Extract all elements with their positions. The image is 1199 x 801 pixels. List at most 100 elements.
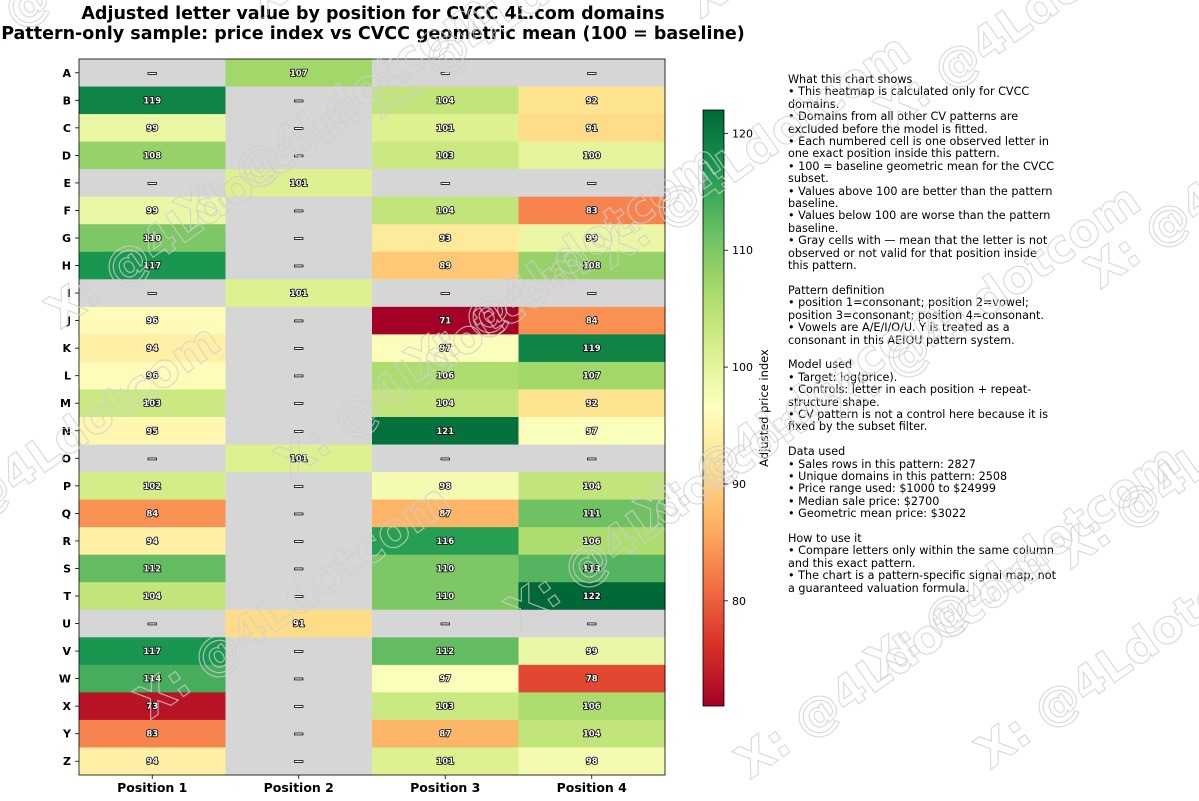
colorbar-tick-label: 100 [732, 361, 753, 374]
column-label: Position 1 [117, 780, 187, 795]
notes-bullet: • Domains from all other CV patterns are… [788, 110, 1019, 136]
missing-value-label: — [295, 482, 304, 492]
cell-value-label: 99 [586, 234, 598, 244]
missing-value-label: — [148, 179, 157, 189]
heatmap-cell [518, 417, 666, 446]
heatmap-axis-labels: A B C D E F G H I J K L M N O P Q R S T U V W X Y Z Position 1 Posi… [59, 67, 627, 795]
missing-value-label: — [588, 454, 597, 464]
heatmap-cell [79, 499, 226, 528]
row-label: C [63, 122, 71, 135]
chart-title: Adjusted letter value by position for CV… [81, 4, 665, 24]
heatmap-cell [518, 306, 666, 335]
column-label: Position 2 [264, 780, 334, 795]
heatmap-cell [518, 114, 666, 143]
heatmap-cell [518, 86, 666, 115]
cell-value-label: 96 [146, 317, 158, 327]
heatmap-cell [225, 719, 373, 748]
cell-value-label: 71 [439, 317, 451, 327]
heatmap-cell [518, 59, 666, 88]
heatmap-cell [372, 141, 519, 170]
missing-value-label: — [295, 317, 304, 327]
row-label: I [67, 287, 71, 300]
cell-value-label: 87 [439, 509, 451, 519]
cell-value-label: 101 [436, 757, 454, 767]
missing-value-label: — [588, 620, 597, 630]
heatmap-cell [372, 169, 519, 198]
heatmap-cell [372, 417, 519, 446]
colorbar-tick-label: 80 [732, 595, 746, 608]
cell-value-label: 84 [586, 317, 598, 327]
heatmap-cell [372, 472, 519, 501]
heatmap-cell [79, 141, 226, 170]
row-label: Q [62, 507, 71, 520]
row-label: D [62, 149, 71, 162]
row-label: O [62, 452, 71, 465]
row-label: G [62, 232, 71, 245]
heatmap-cell [79, 361, 226, 390]
missing-value-label: — [295, 344, 304, 354]
heatmap-cell [225, 637, 373, 666]
heatmap-cell [79, 59, 226, 88]
heatmap-cell [225, 306, 373, 335]
heatmap-cell [79, 527, 226, 556]
heatmap-cell [372, 279, 519, 308]
cell-value-label: 97 [439, 675, 451, 685]
heatmap-cell [225, 196, 373, 225]
missing-value-label: — [295, 96, 304, 106]
cell-value-label: 91 [293, 620, 305, 630]
cell-value-label: 101 [290, 454, 308, 464]
heatmap-cell [518, 251, 666, 280]
cell-value-label: 73 [146, 702, 158, 712]
row-label: T [63, 590, 71, 603]
notes-bullet: • Unique domains in this pattern: 2508 [788, 469, 1008, 483]
heatmap-cell [225, 554, 373, 583]
cell-value-label: 119 [583, 344, 601, 354]
heatmap-cell [79, 251, 226, 280]
heatmap-cell [79, 582, 226, 611]
notes-bullet: • 100 = baseline geometric mean for the … [788, 159, 1055, 186]
row-label: R [63, 535, 72, 548]
heatmap-cell [225, 609, 373, 638]
row-label: N [62, 425, 71, 438]
missing-value-label: — [295, 702, 304, 712]
missing-value-label: — [295, 564, 304, 574]
row-label: Y [62, 728, 72, 741]
notes-heading: What this chart shows [788, 73, 913, 86]
heatmap-cell [518, 747, 666, 776]
heatmap-cells: — 107 — — 119 — 104 92 99 — 101 91 108 — 103 100 — 101 — — 9… [78, 58, 666, 776]
heatmap-cell [518, 141, 666, 170]
row-label: W [59, 673, 71, 686]
cell-value-label: 104 [583, 730, 601, 740]
heatmap-cell [225, 417, 373, 446]
cell-value-label: 100 [583, 151, 601, 161]
missing-value-label: — [441, 454, 450, 464]
cell-value-label: 110 [436, 592, 454, 602]
heatmap-cell [372, 334, 519, 363]
cell-value-label: 107 [583, 372, 601, 382]
cell-value-label: 101 [290, 289, 308, 299]
colorbar-tick-label: 120 [732, 127, 753, 140]
heatmap-cell [518, 472, 666, 501]
heatmap-cell [518, 196, 666, 225]
heatmap-cell [372, 609, 519, 638]
row-label: U [62, 618, 71, 631]
cell-value-label: 104 [436, 206, 454, 216]
heatmap-cell [79, 664, 226, 693]
missing-value-label: — [295, 262, 304, 272]
heatmap-cell [518, 609, 666, 638]
row-label: Z [63, 755, 71, 768]
missing-value-label: — [148, 454, 157, 464]
notes-bullet: • position 1=consonant; position 2=vowel… [788, 296, 1044, 322]
notes-bullet: • The chart is a pattern-specific signal… [788, 569, 1056, 595]
heatmap-cell [225, 582, 373, 611]
cell-value-label: 114 [143, 675, 161, 685]
cell-value-label: 97 [439, 344, 451, 354]
cell-value-label: 108 [143, 151, 161, 161]
heatmap-cell [225, 444, 373, 473]
row-label: F [63, 204, 71, 217]
column-label: Position 4 [557, 780, 628, 795]
row-label: S [63, 562, 71, 575]
heatmap-cell [225, 334, 373, 363]
heatmap-cell [225, 472, 373, 501]
